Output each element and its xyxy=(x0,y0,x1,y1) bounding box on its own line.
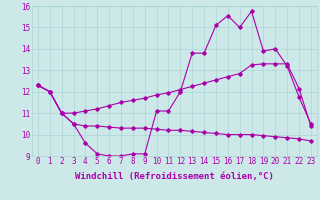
X-axis label: Windchill (Refroidissement éolien,°C): Windchill (Refroidissement éolien,°C) xyxy=(75,172,274,181)
